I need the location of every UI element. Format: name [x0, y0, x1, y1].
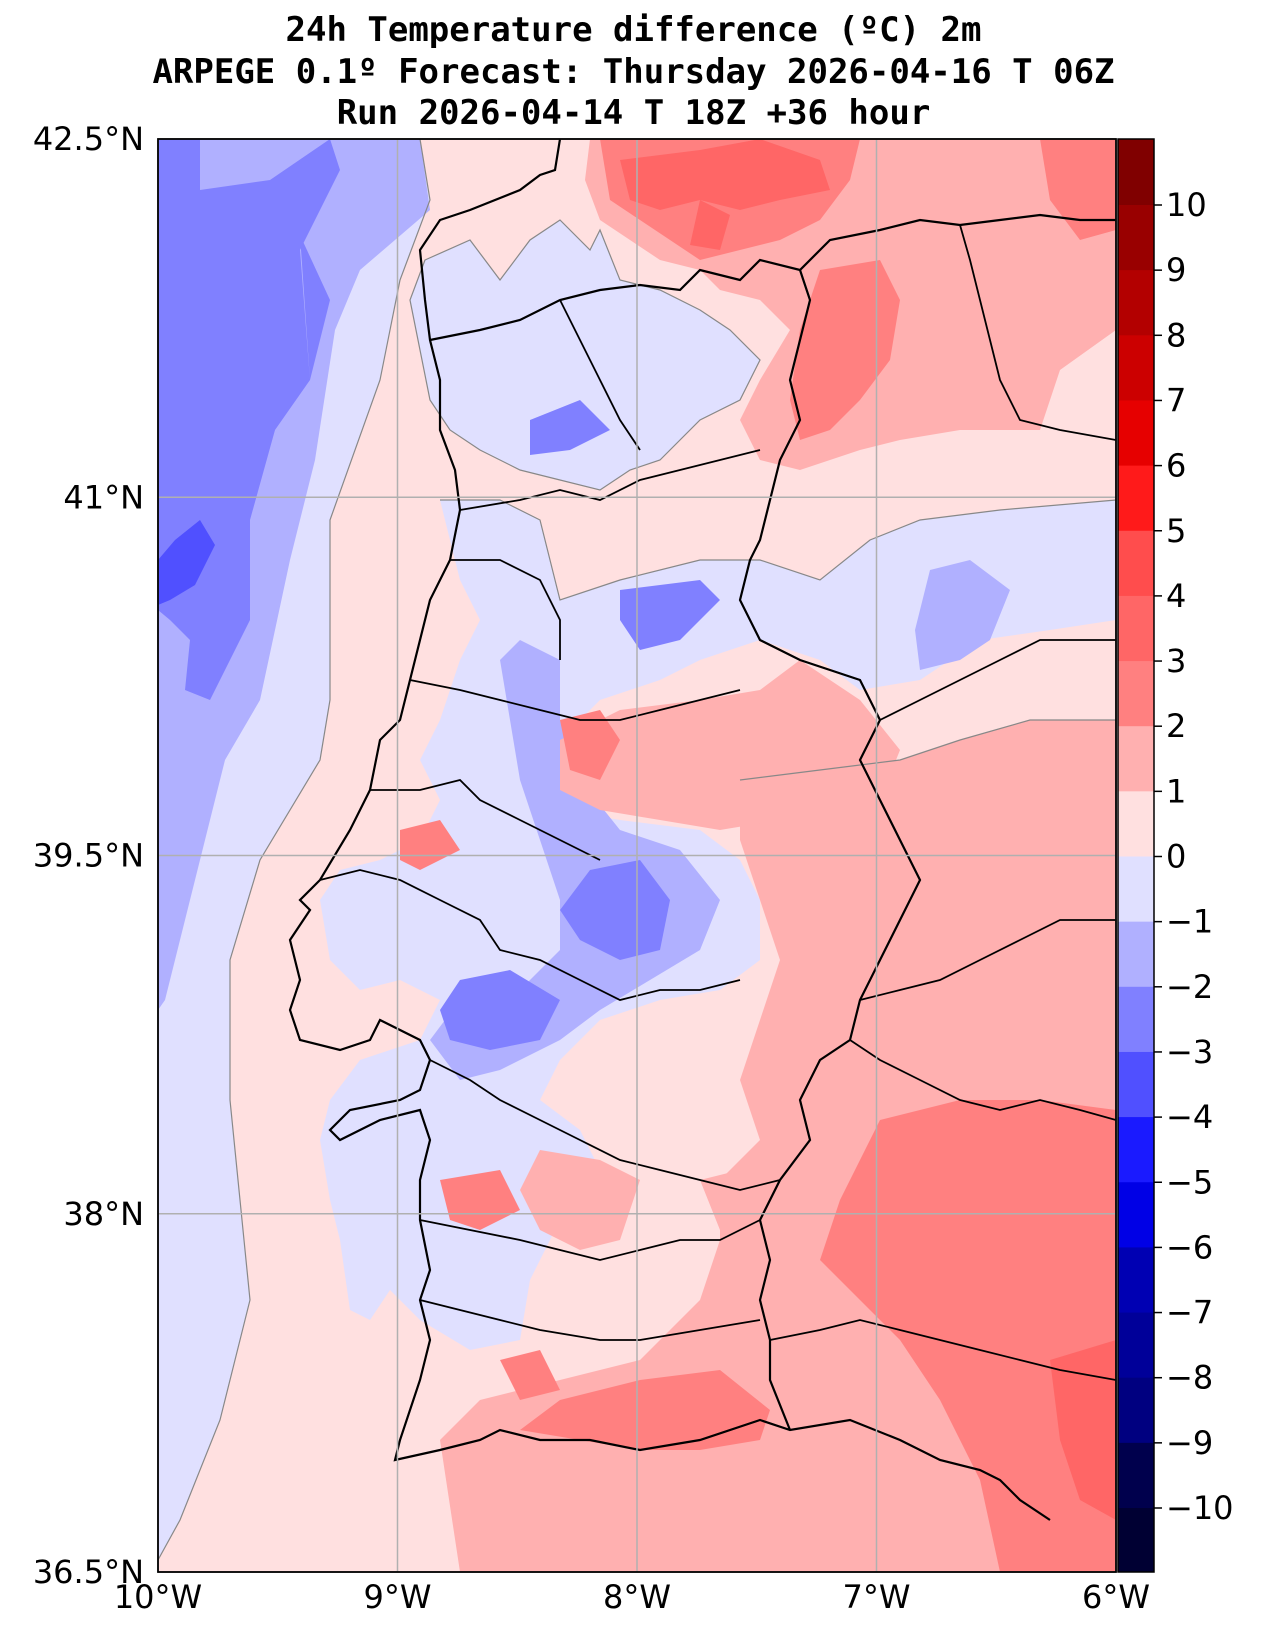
- land-cold-zone-central-3: [440, 400, 720, 1050]
- map-frame: [157, 138, 1117, 1573]
- colorbar-swatch: [1118, 856, 1154, 923]
- x-tick-label: 7°W: [843, 1578, 911, 1616]
- warm-zone-central-2: [400, 710, 620, 1230]
- warm-zone-south-east-3: [1050, 1340, 1116, 1520]
- title-line-3: Run 2026-04-14 T 18Z +36 hour: [336, 93, 931, 133]
- colorbar-swatch: [1118, 921, 1154, 988]
- x-axis-ticks: 10°W 9°W 8°W 7°W 6°W: [114, 1578, 1150, 1616]
- colorbar-swatch: [1118, 1117, 1154, 1183]
- colorbar-swatch: [1118, 726, 1154, 792]
- x-tick-label: 10°W: [114, 1578, 202, 1616]
- colorbar-label: 1: [1166, 772, 1186, 810]
- colorbar-swatch: [1118, 400, 1154, 467]
- colorbar-swatch: [1118, 1377, 1154, 1444]
- colorbar-swatch: [1118, 791, 1154, 857]
- colorbar-swatch: [1118, 270, 1154, 336]
- colorbar-label: −4: [1166, 1098, 1213, 1136]
- colorbar-swatch: [1118, 1182, 1154, 1248]
- colorbar-label: 7: [1166, 381, 1186, 419]
- colorbar-swatch: [1118, 595, 1154, 662]
- colorbar-label: 3: [1166, 642, 1186, 680]
- colorbar-label: −1: [1166, 903, 1213, 941]
- y-tick-label: 38°N: [63, 1195, 144, 1233]
- colorbar-swatch: [1118, 530, 1154, 597]
- colorbar-swatch: [1118, 1312, 1154, 1379]
- land-cold-zone-north: [410, 220, 760, 490]
- colorbar-swatch: [1118, 205, 1154, 271]
- colorbar-label: −9: [1166, 1424, 1213, 1462]
- colorbar-label: 2: [1166, 707, 1186, 745]
- colorbar-swatch: [1118, 335, 1154, 401]
- x-tick-label: 8°W: [603, 1578, 671, 1616]
- colorbar-label: −7: [1166, 1294, 1213, 1332]
- colorbar-label: 6: [1166, 447, 1186, 485]
- y-tick-label: 36.5°N: [33, 1553, 144, 1591]
- y-tick-label: 42.5°N: [33, 120, 144, 158]
- colorbar-label: −3: [1166, 1033, 1213, 1071]
- title-line-1: 24h Temperature difference (ºC) 2m: [285, 10, 982, 50]
- district-lines: [319, 224, 1116, 1381]
- colorbar-label: 0: [1166, 838, 1186, 876]
- colorbar-label: 5: [1166, 512, 1186, 550]
- colorbar-label: −8: [1166, 1359, 1213, 1397]
- contour-lines: [158, 139, 1116, 1561]
- warm-zone-central: [520, 660, 900, 1250]
- colorbar-label: −10: [1166, 1489, 1234, 1527]
- title-line-2: ARPEGE 0.1º Forecast: Thursday 2026-04-1…: [152, 52, 1115, 92]
- colorbar-label: 4: [1166, 577, 1186, 615]
- colorbar-swatch: [1118, 465, 1154, 532]
- colorbar-label: 9: [1166, 251, 1186, 289]
- colorbar-swatch: [1118, 661, 1154, 727]
- colorbar-swatch: [1118, 1051, 1154, 1118]
- colorbar-label: 8: [1166, 316, 1186, 354]
- warm-zone-northeast-3: [620, 139, 830, 250]
- x-tick-label: 6°W: [1082, 1578, 1150, 1616]
- warm-zone-south-east-2: [500, 1100, 1116, 1572]
- colorbar-swatch: [1118, 986, 1154, 1053]
- y-tick-label: 41°N: [63, 478, 144, 516]
- colorbar-label: −5: [1166, 1163, 1213, 1201]
- x-tick-label: 9°W: [364, 1578, 432, 1616]
- colorbar-label: 10: [1166, 186, 1207, 224]
- colorbar-swatch: [1118, 1247, 1154, 1314]
- colorbar-swatch: [1118, 139, 1154, 206]
- y-axis-ticks: 42.5°N 41°N 39.5°N 38°N 36.5°N: [33, 120, 144, 1591]
- colorbar-swatch: [1118, 1508, 1154, 1573]
- warm-zone-northeast-2: [600, 139, 1116, 440]
- colorbar-swatch: [1118, 1442, 1154, 1509]
- y-tick-label: 39.5°N: [33, 837, 144, 875]
- land-cold-zone-east: [915, 560, 1010, 670]
- colorbar-label: −6: [1166, 1228, 1213, 1266]
- ocean-cold-band-4: [158, 520, 215, 605]
- colorbar-label: −2: [1166, 968, 1213, 1006]
- colorbar-frame: [1117, 138, 1155, 1573]
- land-cold-zone-central-2: [430, 640, 720, 1080]
